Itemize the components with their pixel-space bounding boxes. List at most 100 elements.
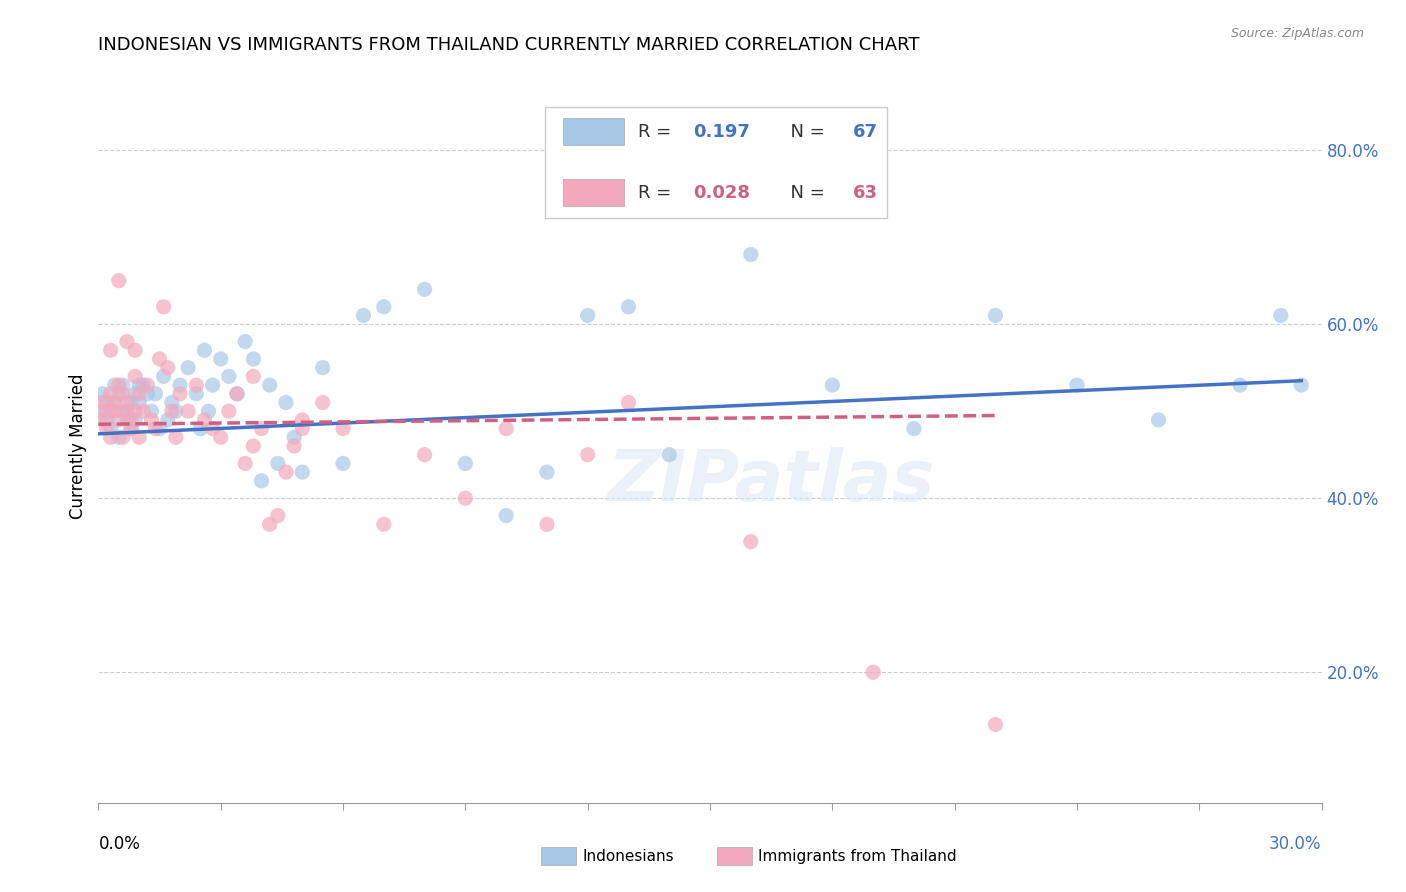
- Point: [267, 508, 290, 523]
- Point: [115, 404, 138, 418]
- Point: [373, 517, 395, 532]
- Point: [149, 421, 172, 435]
- Point: [352, 309, 374, 323]
- Point: [132, 404, 155, 418]
- Point: [576, 448, 599, 462]
- Point: [104, 378, 127, 392]
- Point: [193, 343, 215, 358]
- Point: [96, 413, 118, 427]
- Point: [259, 517, 281, 532]
- Point: [658, 448, 681, 462]
- Point: [413, 448, 436, 462]
- Point: [136, 378, 159, 392]
- Point: [111, 430, 134, 444]
- Point: [209, 430, 232, 444]
- Point: [821, 378, 844, 392]
- Text: N =: N =: [779, 123, 831, 141]
- Point: [128, 386, 150, 401]
- Point: [156, 360, 179, 375]
- Point: [1270, 309, 1292, 323]
- Point: [267, 457, 290, 471]
- Point: [226, 386, 249, 401]
- Point: [617, 395, 640, 409]
- Point: [233, 457, 256, 471]
- Point: [165, 404, 187, 418]
- Point: [250, 421, 273, 435]
- FancyBboxPatch shape: [564, 119, 624, 145]
- Point: [111, 404, 134, 418]
- Point: [495, 508, 517, 523]
- Point: [120, 421, 142, 435]
- Point: [495, 421, 517, 435]
- Point: [283, 439, 305, 453]
- Point: [124, 404, 146, 418]
- Y-axis label: Currently Married: Currently Married: [69, 373, 87, 519]
- Point: [193, 413, 215, 427]
- Text: INDONESIAN VS IMMIGRANTS FROM THAILAND CURRENTLY MARRIED CORRELATION CHART: INDONESIAN VS IMMIGRANTS FROM THAILAND C…: [98, 36, 920, 54]
- Point: [124, 369, 146, 384]
- Point: [312, 360, 335, 375]
- Text: ZIPatlas: ZIPatlas: [607, 447, 935, 516]
- Point: [96, 395, 118, 409]
- Point: [128, 378, 150, 392]
- Text: R =: R =: [638, 184, 678, 202]
- Text: Source: ZipAtlas.com: Source: ZipAtlas.com: [1230, 27, 1364, 40]
- Point: [104, 404, 127, 418]
- Point: [91, 395, 114, 409]
- Text: R =: R =: [638, 123, 678, 141]
- Point: [108, 378, 131, 392]
- Point: [373, 300, 395, 314]
- Text: 0.197: 0.197: [693, 123, 751, 141]
- Point: [1147, 413, 1170, 427]
- Point: [115, 334, 138, 349]
- Point: [96, 421, 118, 435]
- Text: 0.0%: 0.0%: [98, 835, 141, 853]
- Text: N =: N =: [779, 184, 831, 202]
- Point: [984, 309, 1007, 323]
- Point: [201, 378, 224, 392]
- Point: [108, 274, 131, 288]
- Point: [242, 369, 264, 384]
- Point: [169, 386, 191, 401]
- Point: [259, 378, 281, 392]
- Point: [100, 386, 122, 401]
- Text: 63: 63: [852, 184, 877, 202]
- Point: [108, 413, 131, 427]
- Point: [291, 421, 314, 435]
- Point: [984, 717, 1007, 731]
- Text: 30.0%: 30.0%: [1270, 835, 1322, 853]
- Point: [186, 386, 208, 401]
- Point: [1229, 378, 1251, 392]
- Point: [576, 309, 599, 323]
- Point: [274, 395, 297, 409]
- Point: [111, 386, 134, 401]
- Point: [132, 378, 155, 392]
- Point: [903, 421, 925, 435]
- Point: [156, 413, 179, 427]
- Point: [111, 378, 134, 392]
- Point: [617, 300, 640, 314]
- Point: [115, 413, 138, 427]
- Point: [96, 404, 118, 418]
- Point: [100, 421, 122, 435]
- Point: [169, 378, 191, 392]
- Point: [108, 386, 131, 401]
- Point: [115, 395, 138, 409]
- Point: [218, 369, 240, 384]
- Point: [862, 665, 884, 680]
- Point: [124, 386, 146, 401]
- Point: [128, 430, 150, 444]
- Point: [1291, 378, 1313, 392]
- Point: [283, 430, 305, 444]
- Point: [149, 351, 172, 366]
- Text: 67: 67: [852, 123, 877, 141]
- Text: Immigrants from Thailand: Immigrants from Thailand: [758, 849, 956, 863]
- Point: [104, 395, 127, 409]
- Point: [108, 430, 131, 444]
- Point: [242, 351, 264, 366]
- FancyBboxPatch shape: [564, 179, 624, 206]
- Point: [152, 300, 174, 314]
- Point: [740, 247, 762, 261]
- Point: [740, 534, 762, 549]
- Point: [124, 343, 146, 358]
